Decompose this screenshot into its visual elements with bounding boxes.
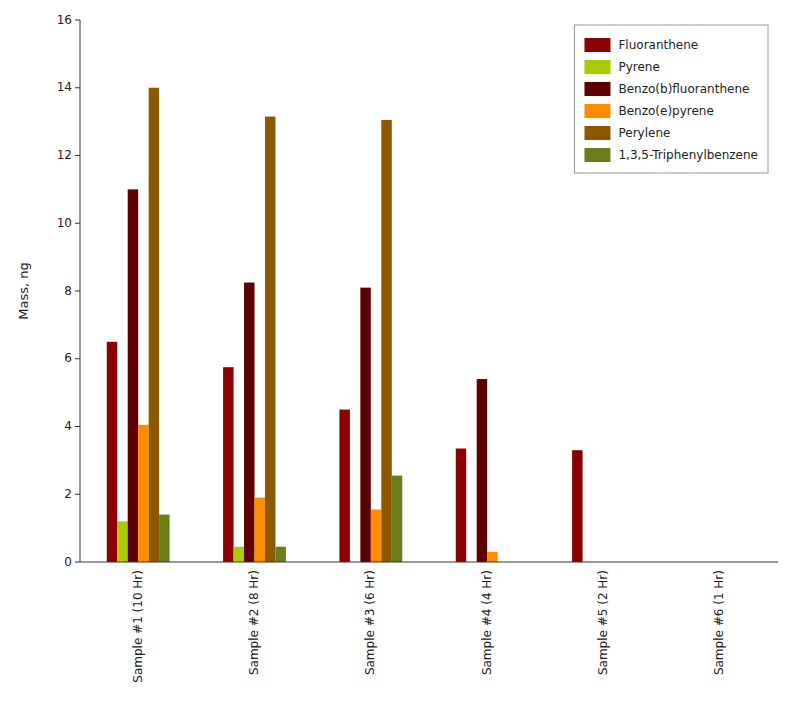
legend-swatch <box>584 82 610 96</box>
legend-box <box>574 25 768 173</box>
legend-label: Benzo(b)fluoranthene <box>618 82 749 96</box>
bar <box>159 515 169 562</box>
y-tick-label: 8 <box>64 284 72 298</box>
bar <box>255 498 265 562</box>
bar <box>265 117 275 562</box>
x-axis-line <box>80 562 778 563</box>
bar <box>117 521 127 562</box>
bar <box>244 283 254 562</box>
x-tick-label: Sample #6 (1 Hr) <box>712 570 726 675</box>
y-tick-label: 14 <box>57 80 72 94</box>
legend-swatch <box>584 104 610 118</box>
y-tick <box>75 562 80 563</box>
bars <box>107 88 583 562</box>
legend-swatch <box>584 38 610 52</box>
bar <box>149 88 159 562</box>
bar <box>381 120 391 562</box>
y-tick-label: 6 <box>64 351 72 365</box>
chart: 0 2 4 6 8 10 12 14 16 Sample #1 (10 Hr) Sample #2 … <box>0 0 798 712</box>
y-tick <box>75 494 80 495</box>
bar <box>477 379 487 562</box>
legend-label: Benzo(e)pyrene <box>618 104 713 118</box>
legend-swatch <box>584 126 610 140</box>
y-tick <box>75 87 80 88</box>
y-tick-label: 12 <box>57 148 72 162</box>
y-tick-label: 16 <box>57 13 72 27</box>
x-tick-label: Sample #2 (8 Hr) <box>247 570 261 675</box>
legend: Fluoranthene Pyrene Benzo(b)fluoranthene Be… <box>574 25 768 173</box>
legend-swatch <box>584 60 610 74</box>
bar <box>371 509 381 562</box>
x-tick-label: Sample #4 (4 Hr) <box>480 570 494 675</box>
bar <box>107 342 117 562</box>
bar <box>487 552 497 562</box>
legend-label: Pyrene <box>618 60 659 74</box>
bar <box>128 189 138 562</box>
bar <box>234 547 244 562</box>
bar <box>456 449 466 562</box>
bar <box>360 288 370 562</box>
y-axis-label: Mass, ng <box>16 262 31 319</box>
y-tick <box>75 155 80 156</box>
legend-label: Fluoranthene <box>618 38 698 52</box>
bar <box>223 367 233 562</box>
bar <box>572 450 582 562</box>
y-tick <box>75 358 80 359</box>
bar <box>392 476 402 562</box>
x-tick-label: Sample #1 (10 Hr) <box>131 570 145 683</box>
legend-label: 1,3,5-Triphenylbenzene <box>618 148 758 162</box>
legend-label: Perylene <box>618 126 670 140</box>
x-tick-label: Sample #3 (6 Hr) <box>363 570 377 675</box>
bar <box>339 410 349 562</box>
y-tick-label: 4 <box>64 419 72 433</box>
y-tick-label: 10 <box>57 216 72 230</box>
x-tick-label: Sample #5 (2 Hr) <box>596 570 610 675</box>
bar <box>138 425 148 562</box>
y-tick-label: 0 <box>64 555 72 569</box>
y-tick-label: 2 <box>64 487 72 501</box>
y-tick <box>75 20 80 21</box>
bar <box>275 547 285 562</box>
y-tick <box>75 291 80 292</box>
y-tick <box>75 426 80 427</box>
y-tick <box>75 223 80 224</box>
legend-swatch <box>584 148 610 162</box>
